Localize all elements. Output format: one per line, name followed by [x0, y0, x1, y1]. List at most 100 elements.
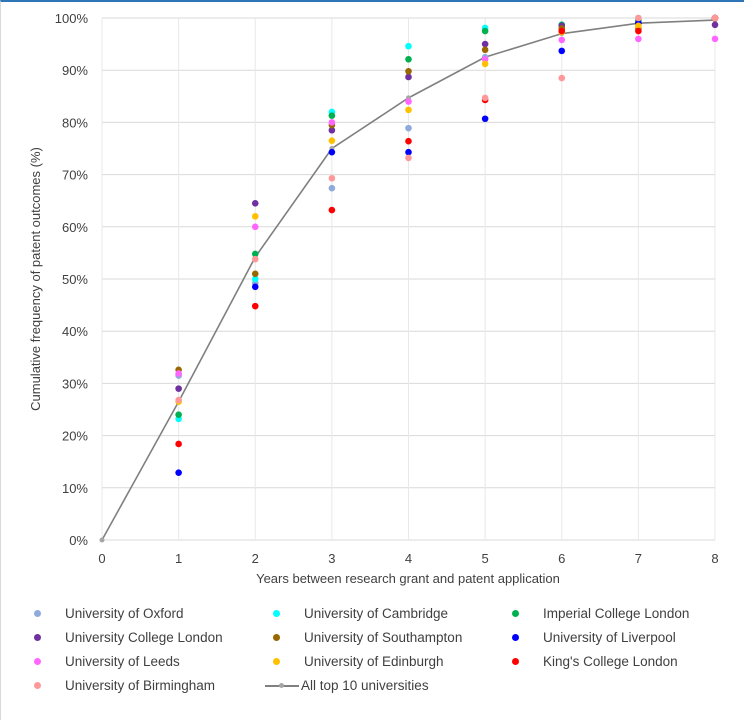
x-tick-label: 4: [405, 551, 412, 566]
point-imperial-college-london: [405, 55, 412, 63]
point-university-of-oxford: [328, 184, 336, 192]
legend-item-university-college-london: University College London: [34, 630, 223, 645]
y-tick-label: 90%: [62, 63, 88, 78]
x-tick-label: 2: [252, 551, 259, 566]
aggregate-marker: [99, 537, 105, 543]
y-tick-label: 0%: [69, 533, 88, 548]
point-imperial-college-london: [251, 250, 259, 258]
x-tick-label: 3: [328, 551, 335, 566]
x-tick-label: 1: [175, 551, 182, 566]
point-imperial-college-london: [328, 112, 336, 119]
point-university-of-oxford: [405, 124, 412, 132]
point-university-of-birmingham: [405, 154, 412, 162]
point-university-of-leeds: [405, 98, 412, 105]
point-university-of-birmingham: [635, 14, 642, 22]
point-university-of-southampton: [481, 46, 489, 54]
legend-label: University of Leeds: [65, 654, 180, 669]
point-king-s-college-london: [558, 27, 566, 35]
legend-marker: [273, 634, 280, 641]
point-university-college-london: [711, 21, 719, 29]
point-imperial-college-london: [175, 411, 182, 419]
y-tick-label: 20%: [62, 429, 88, 444]
point-university-college-london: [481, 40, 489, 48]
point-university-of-southampton: [405, 67, 412, 75]
legend-item-university-of-birmingham: University of Birmingham: [34, 678, 215, 693]
legend-marker: [34, 634, 41, 641]
legend-label: King's College London: [543, 654, 678, 669]
legend-label: University of Cambridge: [304, 606, 449, 621]
legend-marker: [273, 610, 280, 617]
point-university-of-edinburgh: [405, 106, 412, 114]
point-university-of-leeds: [481, 55, 489, 63]
x-tick-label: 5: [482, 551, 489, 566]
point-university-college-london: [328, 126, 336, 134]
point-university-college-london: [251, 200, 259, 207]
y-axis-title: Cumulative frequency of patent outcomes …: [28, 147, 43, 411]
point-king-s-college-london: [635, 27, 642, 35]
legend: University of Oxford University of Cambri…: [0, 600, 744, 710]
legend-label: University of Southampton: [304, 630, 463, 645]
point-university-of-liverpool: [481, 115, 489, 123]
point-university-of-leeds: [711, 35, 719, 43]
x-axis-title: Years between research grant and patent …: [256, 571, 560, 586]
point-university-of-cambridge: [405, 42, 412, 50]
x-tick-label: 6: [558, 551, 565, 566]
y-tick-label: 70%: [62, 168, 88, 183]
point-university-college-london: [405, 73, 412, 81]
chart-svg: 0% 10% 20% 30% 40% 50% 60% 70% 80% 90% 100% 0 1 2 3 4 5…: [28, 11, 719, 586]
legend-marker: [34, 682, 41, 689]
point-university-of-liverpool: [251, 283, 259, 291]
y-tick-label: 30%: [62, 376, 88, 391]
point-imperial-college-london: [481, 27, 489, 35]
legend-marker: [512, 658, 519, 665]
legend-item-university-of-oxford: University of Oxford: [34, 606, 184, 621]
legend-item-king-s-college-london: King's College London: [512, 654, 678, 669]
point-king-s-college-london: [175, 440, 182, 448]
point-university-of-liverpool: [175, 469, 182, 476]
legend-line-marker: [265, 682, 299, 688]
legend-item-university-of-edinburgh: University of Edinburgh: [273, 654, 444, 669]
legend-item-all-top-10: All top 10 universities: [265, 678, 429, 693]
point-university-of-edinburgh: [481, 60, 489, 68]
y-tick-label: 80%: [62, 115, 88, 130]
x-tick-label: 8: [711, 551, 718, 566]
point-university-college-london: [175, 385, 182, 392]
legend-item-university-of-cambridge: University of Cambridge: [273, 606, 448, 621]
point-king-s-college-london: [328, 206, 336, 214]
point-university-of-edinburgh: [635, 22, 642, 30]
legend-label: All top 10 universities: [301, 678, 429, 693]
legend-label: University of Liverpool: [543, 630, 676, 645]
point-university-of-birmingham: [175, 396, 182, 404]
point-university-of-liverpool: [558, 47, 566, 55]
y-tick-label: 40%: [62, 324, 88, 339]
y-tick-labels: 0% 10% 20% 30% 40% 50% 60% 70% 80% 90% 100%: [55, 11, 89, 548]
point-university-of-edinburgh: [251, 213, 259, 220]
legend-item-university-of-leeds: University of Leeds: [34, 654, 180, 669]
point-university-of-leeds: [635, 35, 642, 43]
point-university-of-birmingham: [251, 255, 259, 263]
legend-item-imperial-college-london: Imperial College London: [512, 606, 689, 621]
legend-label: University of Oxford: [65, 606, 184, 621]
point-university-of-cambridge: [251, 275, 259, 283]
legend-marker: [34, 658, 41, 665]
y-tick-label: 60%: [62, 220, 88, 235]
legend-marker: [34, 610, 41, 617]
point-university-of-birmingham: [711, 14, 719, 22]
x-tick-labels: 0 1 2 3 4 5 6 7 8: [98, 551, 718, 566]
point-university-of-birmingham: [328, 174, 336, 182]
y-tick-label: 100%: [55, 11, 89, 26]
point-university-of-liverpool: [405, 148, 412, 156]
point-university-of-leeds: [558, 36, 566, 44]
point-king-s-college-london: [405, 137, 412, 145]
point-king-s-college-london: [251, 302, 259, 310]
legend-label: University of Edinburgh: [304, 654, 444, 669]
point-university-of-leeds: [175, 370, 182, 377]
legend-item-university-of-liverpool: University of Liverpool: [512, 630, 676, 645]
point-university-of-birmingham: [481, 94, 489, 102]
legend-marker: [273, 658, 280, 665]
legend-label: Imperial College London: [543, 606, 690, 621]
legend-marker: [512, 634, 519, 641]
point-university-of-leeds: [328, 119, 336, 126]
x-tick-label: 7: [635, 551, 642, 566]
point-university-of-leeds: [251, 223, 259, 231]
